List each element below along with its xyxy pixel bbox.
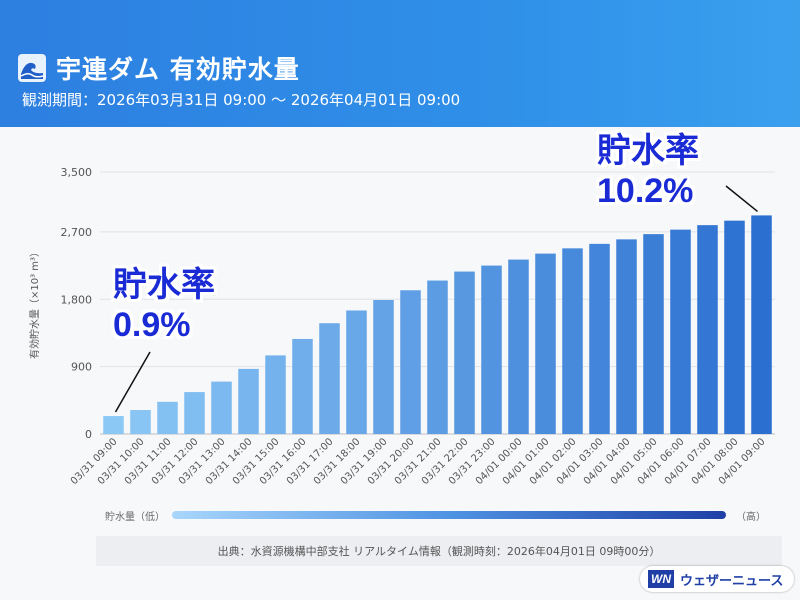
y-tick-label: 900 xyxy=(71,361,92,374)
start-rate-value: 0.9% xyxy=(113,306,191,344)
bar xyxy=(562,248,583,434)
bar xyxy=(481,265,502,434)
bar xyxy=(211,381,232,434)
page-title: 宇連ダム 有効貯水量 xyxy=(56,55,300,84)
logo-text: ウェザーニュース xyxy=(680,573,784,589)
bar xyxy=(184,392,205,434)
scale-legend: 貯水量（低） （高） xyxy=(0,504,800,524)
bar xyxy=(373,300,394,434)
header-banner: 宇連ダム 有効貯水量 観測期間：2026年03月31日 09:00 〜 2026… xyxy=(0,0,800,127)
logo-mark: WN xyxy=(648,570,674,588)
start-rate-title: 貯水率 xyxy=(113,266,215,304)
bar xyxy=(292,338,313,434)
chart-card xyxy=(0,127,800,600)
y-tick-label: 3,500 xyxy=(61,166,93,179)
source-note: 出典：水資源機構中部支社 リアルタイム情報（観測時刻：2026年04月01日 0… xyxy=(96,536,782,566)
x-tick-label: 03/31 09:00 xyxy=(69,436,120,487)
y-axis-label: 有効貯水量（×10³ m³） xyxy=(28,247,41,359)
bar xyxy=(643,234,664,434)
bar xyxy=(616,239,637,434)
bar xyxy=(103,416,124,434)
bar xyxy=(265,355,286,434)
start-leader-line xyxy=(114,351,151,413)
wave-icon xyxy=(18,54,46,82)
bar xyxy=(157,401,178,434)
bar xyxy=(535,253,556,434)
bar xyxy=(670,229,691,434)
end-rate-label: 貯水率 10.2% xyxy=(597,134,699,208)
y-tick-label: 2,700 xyxy=(61,226,93,239)
weathernews-logo: WN ウェザーニュース xyxy=(640,566,794,592)
y-tick-label: 1,800 xyxy=(61,293,93,306)
bar xyxy=(346,310,367,434)
bar xyxy=(130,410,151,434)
bar xyxy=(400,290,421,434)
bar xyxy=(319,323,340,434)
start-rate-label: 貯水率 0.9% xyxy=(113,268,215,342)
end-rate-title: 貯水率 xyxy=(597,132,699,170)
scale-low-label: 貯水量（低） xyxy=(105,512,165,523)
end-leader-line xyxy=(725,185,758,213)
bar xyxy=(427,280,448,434)
scale-gradient-bar xyxy=(172,511,726,519)
bar xyxy=(238,368,259,434)
scale-high-label: （高） xyxy=(736,512,766,523)
y-tick-label: 0 xyxy=(85,428,92,441)
bar xyxy=(751,215,772,434)
bar xyxy=(724,220,745,434)
end-rate-value: 10.2% xyxy=(597,172,694,210)
title-row: 宇連ダム 有効貯水量 xyxy=(18,50,300,86)
bar xyxy=(697,225,718,434)
observation-period: 観測期間：2026年03月31日 09:00 〜 2026年04月01日 09:… xyxy=(22,91,461,109)
bar xyxy=(589,243,610,434)
bar xyxy=(454,271,475,434)
bar xyxy=(508,259,529,434)
